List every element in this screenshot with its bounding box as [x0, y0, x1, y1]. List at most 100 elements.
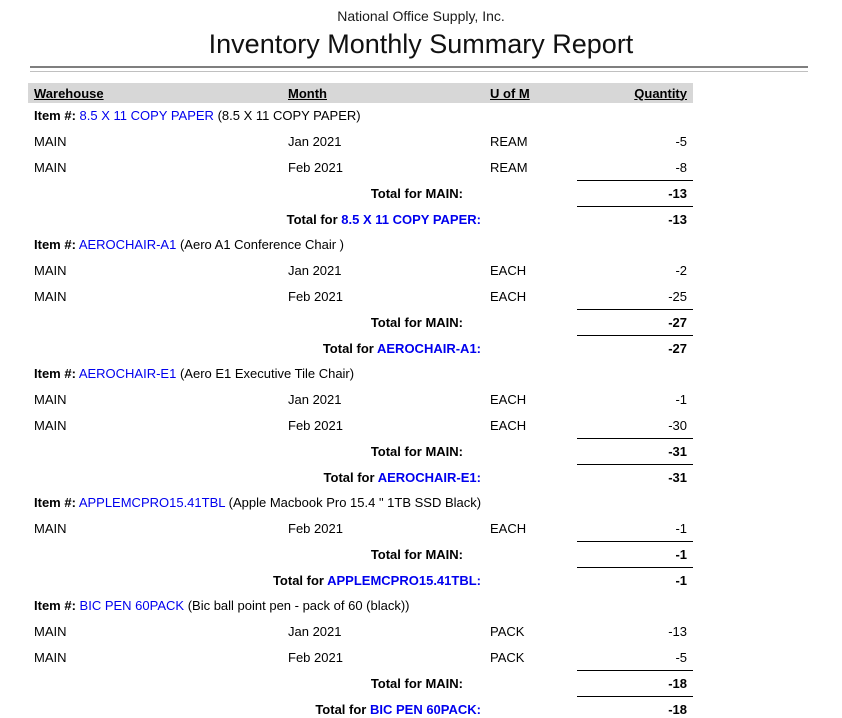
- item-total-row: Total for 8.5 X 11 COPY PAPER: -13: [28, 205, 693, 233]
- warehouse-total-row: Total for MAIN: -31: [28, 437, 693, 465]
- warehouse-total-quantity: -13: [577, 179, 693, 207]
- uom-cell: EACH: [490, 521, 527, 537]
- item-detail-rows: MAIN Jan 2021 REAM -5 MAIN Feb 2021 REAM…: [0, 129, 842, 181]
- month-cell: Feb 2021: [288, 417, 343, 433]
- month-cell: Jan 2021: [288, 134, 342, 150]
- item-section: Item #: BIC PEN 60PACK (Bic ball point p…: [0, 593, 842, 718]
- item-number-prefix: Item #:: [34, 598, 76, 614]
- detail-row: MAIN Jan 2021 EACH -1: [28, 387, 693, 413]
- item-total-row: Total for AEROCHAIR-E1: -31: [28, 463, 693, 490]
- item-detail-rows: MAIN Jan 2021 EACH -1 MAIN Feb 2021 EACH…: [0, 387, 842, 439]
- item-section: Item #: AEROCHAIR-A1 (Aero A1 Conference…: [0, 232, 842, 361]
- column-header-month: Month: [288, 85, 327, 101]
- quantity-cell: -30: [668, 417, 687, 433]
- detail-row: MAIN Feb 2021 EACH -1: [28, 516, 693, 542]
- item-total-link[interactable]: APPLEMCPRO15.41TBL:: [327, 572, 481, 588]
- table-header-row: Warehouse Month U of M Quantity: [28, 83, 693, 103]
- column-header-quantity: Quantity: [634, 85, 687, 101]
- item-description: (Apple Macbook Pro 15.4 " 1TB SSD Black): [228, 494, 482, 510]
- item-number-link[interactable]: AEROCHAIR-A1: [78, 236, 177, 252]
- warehouse-total-row: Total for MAIN: -13: [28, 179, 693, 207]
- month-cell: Jan 2021: [288, 263, 342, 279]
- uom-cell: EACH: [490, 417, 527, 433]
- detail-row: MAIN Jan 2021 EACH -2: [28, 258, 693, 284]
- item-number-prefix: Item #:: [34, 365, 76, 381]
- quantity-cell: -13: [668, 624, 687, 640]
- item-total-prefix: Total for: [272, 572, 324, 588]
- item-number-prefix: Item #:: [34, 236, 76, 252]
- item-total-link[interactable]: AEROCHAIR-E1:: [377, 469, 481, 485]
- uom-cell: EACH: [490, 392, 527, 408]
- item-section: Item #: AEROCHAIR-E1 (Aero E1 Executive …: [0, 361, 842, 490]
- item-total-label: Total for AEROCHAIR-E1:: [28, 470, 577, 485]
- company-name: National Office Supply, Inc.: [337, 8, 505, 24]
- item-number-link[interactable]: APPLEMCPRO15.41TBL: [78, 494, 226, 510]
- item-total-label: Total for 8.5 X 11 COPY PAPER:: [28, 212, 577, 227]
- item-total-row: Total for APPLEMCPRO15.41TBL: -1: [28, 566, 693, 594]
- item-total-quantity: -1: [577, 566, 693, 594]
- item-total-label: Total for APPLEMCPRO15.41TBL:: [28, 573, 577, 588]
- warehouse-total-label: Total for MAIN:: [370, 314, 463, 330]
- item-number-prefix: Item #:: [34, 108, 76, 123]
- uom-cell: PACK: [490, 624, 525, 640]
- item-detail-rows: MAIN Jan 2021 PACK -13 MAIN Feb 2021 PAC…: [0, 619, 842, 671]
- item-detail-rows: MAIN Feb 2021 EACH -1: [0, 516, 842, 542]
- quantity-cell: -1: [675, 392, 687, 408]
- uom-cell: REAM: [490, 159, 528, 175]
- warehouse-total-quantity: -1: [577, 541, 693, 568]
- warehouse-total-row: Total for MAIN: -1: [28, 541, 693, 568]
- detail-row: MAIN Feb 2021 PACK -5: [28, 645, 693, 671]
- item-total-prefix: Total for: [286, 211, 338, 227]
- month-cell: Feb 2021: [288, 159, 343, 175]
- item-total-prefix: Total for: [315, 701, 367, 717]
- item-total-quantity: -13: [577, 205, 693, 233]
- item-description: (8.5 X 11 COPY PAPER): [217, 108, 361, 123]
- month-cell: Jan 2021: [288, 624, 342, 640]
- quantity-cell: -8: [675, 159, 687, 175]
- detail-row: MAIN Jan 2021 REAM -5: [28, 129, 693, 155]
- item-total-quantity: -18: [577, 695, 693, 718]
- warehouse-cell: MAIN: [34, 392, 67, 408]
- uom-cell: EACH: [490, 263, 527, 279]
- item-total-row: Total for AEROCHAIR-A1: -27: [28, 334, 693, 362]
- item-number-link[interactable]: AEROCHAIR-E1: [78, 365, 177, 381]
- report-title: Inventory Monthly Summary Report: [208, 29, 634, 59]
- month-cell: Feb 2021: [288, 521, 343, 537]
- item-total-link[interactable]: AEROCHAIR-A1:: [377, 340, 481, 356]
- uom-cell: REAM: [490, 134, 528, 150]
- quantity-cell: -5: [675, 134, 687, 150]
- warehouse-total-label: Total for MAIN:: [370, 675, 463, 691]
- quantity-cell: -2: [675, 263, 687, 279]
- item-detail-rows: MAIN Jan 2021 EACH -2 MAIN Feb 2021 EACH…: [0, 258, 842, 310]
- warehouse-total-quantity: -31: [577, 437, 693, 465]
- item-header-row: Item #: AEROCHAIR-E1 (Aero E1 Executive …: [28, 361, 842, 387]
- warehouse-cell: MAIN: [34, 624, 67, 640]
- warehouse-total-row: Total for MAIN: -27: [28, 308, 693, 336]
- item-total-quantity: -27: [577, 334, 693, 362]
- item-total-prefix: Total for: [323, 469, 375, 485]
- item-header-row: Item #: 8.5 X 11 COPY PAPER (8.5 X 11 CO…: [28, 103, 842, 129]
- item-header-row: Item #: AEROCHAIR-A1 (Aero A1 Conference…: [28, 232, 842, 258]
- quantity-cell: -1: [675, 521, 687, 537]
- warehouse-cell: MAIN: [34, 159, 67, 175]
- month-cell: Feb 2021: [288, 650, 343, 666]
- item-total-label: Total for BIC PEN 60PACK:: [28, 702, 577, 717]
- item-total-prefix: Total for: [322, 340, 374, 356]
- item-number-link[interactable]: 8.5 X 11 COPY PAPER: [79, 108, 214, 123]
- warehouse-total-label: Total for MAIN:: [370, 443, 463, 459]
- month-cell: Jan 2021: [288, 392, 342, 408]
- month-cell: Feb 2021: [288, 288, 343, 304]
- item-description: (Aero E1 Executive Tile Chair): [179, 365, 355, 381]
- column-header-uom: U of M: [490, 85, 530, 101]
- warehouse-total-quantity: -27: [577, 308, 693, 336]
- item-total-link[interactable]: BIC PEN 60PACK:: [369, 701, 481, 717]
- warehouse-cell: MAIN: [34, 288, 67, 304]
- item-total-link[interactable]: 8.5 X 11 COPY PAPER:: [341, 211, 481, 227]
- item-number-link[interactable]: BIC PEN 60PACK: [79, 598, 185, 614]
- quantity-cell: -5: [675, 650, 687, 666]
- detail-row: MAIN Feb 2021 REAM -8: [28, 155, 693, 181]
- item-description: (Bic ball point pen - pack of 60 (black)…: [187, 598, 410, 614]
- item-header-row: Item #: BIC PEN 60PACK (Bic ball point p…: [28, 593, 842, 619]
- header-divider: [30, 66, 808, 72]
